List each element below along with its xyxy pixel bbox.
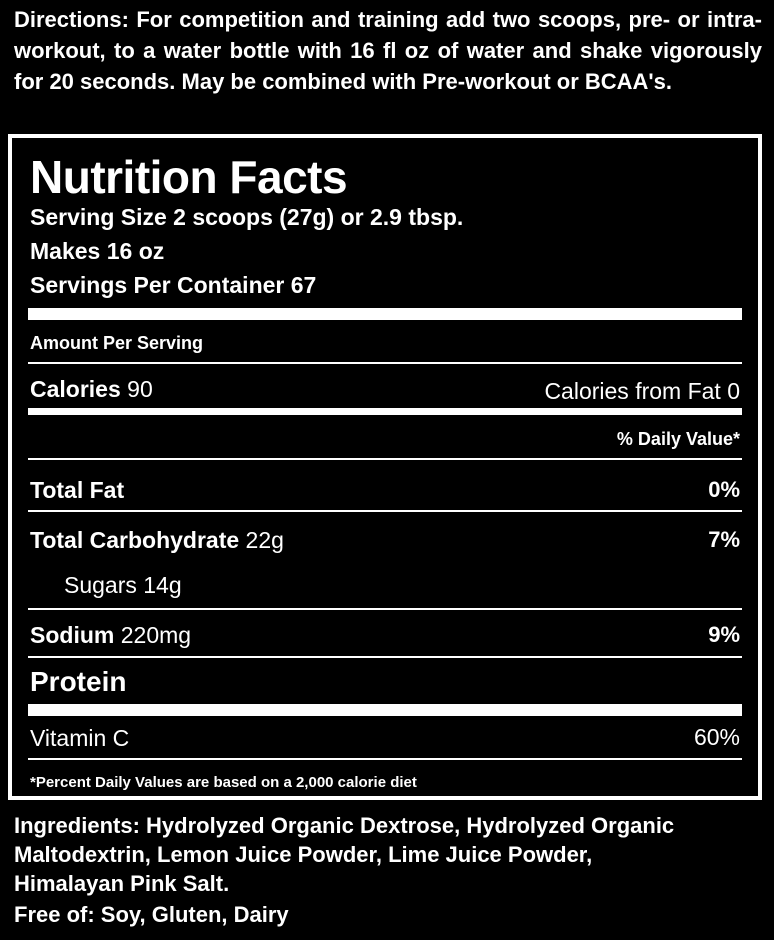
divider [28,608,742,610]
nutrient-amount: 220mg [114,622,192,648]
servings-per-container: Servings Per Container 67 [30,272,317,298]
divider [28,758,742,760]
directions-label: Directions: [14,7,129,32]
nutrient-label: Total Carbohydrate [30,527,240,553]
medium-divider [28,408,742,415]
nutrient-label: Protein [30,666,127,697]
nutrient-dv: 7% [708,527,740,552]
ingredients-text: Hydrolyzed Organic Dextrose, Hydrolyzed … [14,813,675,896]
nutrient-dv: 9% [708,622,740,647]
free-of-text: Soy, Gluten, Dairy [94,902,289,927]
nutrient-dv: 0% [708,477,740,502]
daily-value-footnote: *Percent Daily Values are based on a 2,0… [30,774,417,791]
thick-divider [28,308,742,320]
directions-text: For competition and training add two sco… [14,7,762,94]
nutrient-label: Sodium [30,622,115,648]
serving-size: Serving Size 2 scoops (27g) or 2.9 tbsp. [30,204,464,230]
calories-from-fat: Calories from Fat 0 [544,378,740,404]
nutrient-row-total-fat: Total Fat [30,477,124,504]
nutrient-row-total-carbohydrate: Total Carbohydrate 22g [30,527,284,554]
thick-divider [28,704,742,716]
vitamin-c-dv: 60% [693,724,740,750]
nutrient-amount: 22g [239,527,284,553]
ingredients-label: Ingredients: [14,813,140,838]
calories-label: Calories [30,376,121,402]
nutrition-facts-title: Nutrition Facts [30,151,348,203]
vitamin-c-label: Vitamin C [30,725,130,751]
nutrient-label: Total Fat [30,477,125,503]
divider [28,656,742,658]
directions-paragraph: Directions: For competition and training… [14,4,762,97]
makes: Makes 16 oz [30,238,165,264]
nutrient-amount: Sugars 14g [64,572,182,598]
nutrition-facts-panel: Nutrition Facts Serving Size 2 scoops (2… [8,134,762,800]
free-of-label: Free of: [14,902,95,927]
amount-per-serving: Amount Per Serving [30,333,204,353]
ingredients-paragraph: Ingredients: Hydrolyzed Organic Dextrose… [14,811,694,898]
nutrient-row-sugars: Sugars 14g [64,572,182,599]
calories-value: 90 [120,376,153,402]
free-of-paragraph: Free of: Soy, Gluten, Dairy [14,902,289,928]
divider [28,458,742,460]
nutrient-row-protein: Protein [30,666,126,698]
nutrient-row-sodium: Sodium 220mg [30,622,191,649]
daily-value-header: % Daily Value* [616,429,740,449]
divider [28,362,742,364]
divider [28,510,742,512]
calories-row: Calories 90 [30,376,153,403]
